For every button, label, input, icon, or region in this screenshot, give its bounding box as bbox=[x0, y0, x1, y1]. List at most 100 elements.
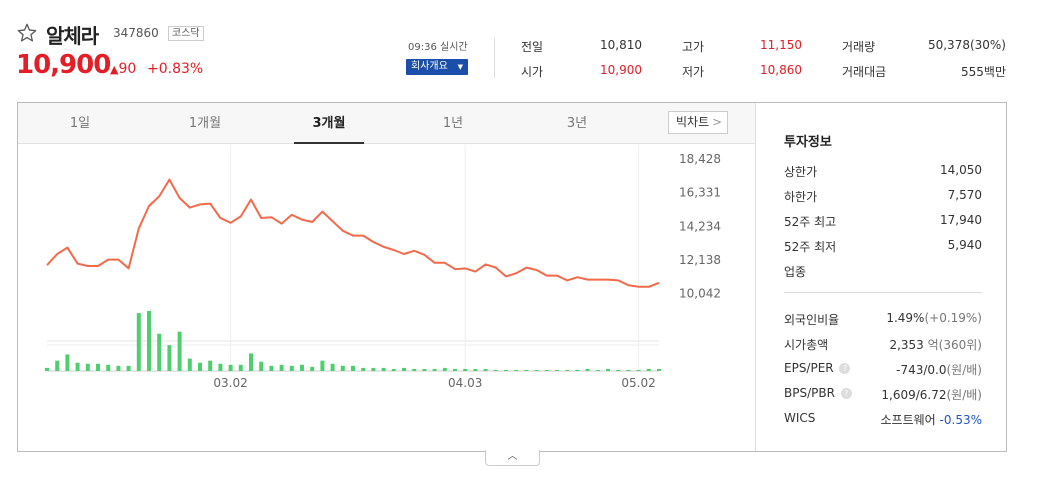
wics-value: 소프트웨어 -0.53% bbox=[881, 411, 982, 428]
prev-close-value: 10,810 bbox=[600, 38, 642, 52]
tab-1y[interactable]: 1년 bbox=[442, 116, 464, 131]
market-cap-number: 2,353 bbox=[889, 338, 924, 352]
chevron-up-icon: ︿ bbox=[507, 451, 518, 462]
header-divider bbox=[494, 38, 495, 78]
current-price: 10,900 bbox=[16, 50, 111, 80]
caret-down-icon: ▼ bbox=[457, 63, 463, 71]
bps-pbr-unit: (원/배) bbox=[946, 388, 983, 402]
collapse-toggle[interactable]: ︿ bbox=[485, 450, 540, 466]
help-icon[interactable]: ? bbox=[839, 363, 851, 374]
tab-1d[interactable]: 1일 bbox=[69, 116, 91, 131]
eps-per-value: -743/0.0(원/배) bbox=[896, 361, 982, 378]
volume-bar bbox=[371, 367, 376, 371]
stock-header: 알체라 347860 코스닥 10,900 ▲90 +0.83% 09:36 실… bbox=[16, 18, 1016, 88]
x-tick-label: 05.02 bbox=[621, 376, 655, 390]
volume-bar bbox=[310, 366, 315, 371]
volume-bar bbox=[595, 369, 600, 371]
volume-bar bbox=[106, 364, 111, 371]
y-tick-label: 14,234 bbox=[679, 219, 721, 233]
volume-bar bbox=[657, 368, 661, 371]
y-tick-label: 10,042 bbox=[679, 286, 721, 300]
volume-bar bbox=[402, 367, 406, 371]
star-outline-icon[interactable] bbox=[16, 22, 38, 44]
volume-bar bbox=[575, 369, 580, 371]
eps-per-label: EPS/PER ? bbox=[784, 361, 851, 375]
wics-sector[interactable]: 소프트웨어 bbox=[880, 413, 936, 427]
bigchart-label: 빅차트 bbox=[676, 115, 710, 129]
help-icon[interactable]: ? bbox=[840, 388, 852, 399]
volume-bar bbox=[55, 360, 60, 371]
realtime-timestamp: 09:36 실시간 bbox=[408, 42, 468, 53]
volume-bar bbox=[75, 362, 80, 371]
volume-bar bbox=[147, 311, 151, 371]
info-divider bbox=[784, 292, 982, 293]
volume-bar bbox=[381, 367, 386, 371]
volume-bar bbox=[45, 367, 49, 371]
volume-bar bbox=[514, 369, 519, 371]
foreign-ratio-number: 1.49% bbox=[886, 311, 925, 325]
tab-1m[interactable]: 1개월 bbox=[188, 116, 222, 131]
volume-bar bbox=[249, 353, 253, 371]
volume-bar bbox=[646, 368, 651, 371]
volume-bar bbox=[269, 365, 274, 371]
y-tick-label: 16,331 bbox=[679, 186, 721, 200]
volume-bar bbox=[65, 354, 70, 371]
up-arrow-icon: ▲ bbox=[110, 63, 119, 76]
week52-low-label: 52주 최저 bbox=[784, 240, 837, 254]
foreign-ratio-value: 1.49%(+0.19%) bbox=[886, 311, 982, 325]
prev-close-label: 전일 bbox=[521, 40, 544, 54]
tab-3y[interactable]: 3년 bbox=[566, 116, 588, 131]
volume-bar bbox=[432, 368, 437, 371]
volume-bar bbox=[361, 367, 366, 371]
y-tick-label: 12,138 bbox=[679, 253, 721, 267]
bigchart-button[interactable]: 빅차트 > bbox=[668, 111, 728, 134]
volume-bar bbox=[136, 313, 141, 371]
volume-bar bbox=[85, 363, 90, 371]
volume-bar bbox=[259, 361, 264, 371]
volume-value: 50,378(30%) bbox=[927, 38, 1006, 52]
chart-area: 1일 1개월 3개월 1년 3년 빅차트 > 03.02 04.03 05.02 18… bbox=[18, 103, 755, 451]
volume-bar bbox=[453, 368, 457, 371]
chevron-right-icon: > bbox=[711, 115, 722, 129]
investment-info-panel: 투자정보 상한가 14,050 하한가 7,570 52주 최고 17,940 … bbox=[755, 103, 1006, 451]
volume-bar bbox=[340, 365, 345, 371]
industry-label: 업종 bbox=[784, 265, 807, 279]
eps-per-unit: (원/배) bbox=[946, 363, 983, 377]
volume-bar bbox=[320, 360, 325, 371]
high-value: 11,150 bbox=[760, 38, 802, 52]
stock-code: 347860 bbox=[113, 26, 159, 40]
market-cap-label: 시가총액 bbox=[784, 338, 829, 352]
company-overview-button[interactable]: 회사개요 ▼ bbox=[406, 59, 468, 75]
volume-bar bbox=[157, 333, 162, 371]
x-tick-label: 03.02 bbox=[213, 376, 247, 390]
market-badge: 코스닥 bbox=[168, 26, 204, 41]
volume-bar bbox=[126, 365, 131, 371]
volume-bar bbox=[493, 369, 498, 371]
price-change-value: 90 bbox=[118, 61, 137, 77]
y-tick-label: 18,428 bbox=[679, 152, 721, 166]
volume-bar bbox=[279, 364, 284, 371]
tab-3m[interactable]: 3개월 bbox=[294, 103, 364, 144]
volume-bar bbox=[483, 368, 488, 371]
chart-panel: 1일 1개월 3개월 1년 3년 빅차트 > 03.02 04.03 05.02 18… bbox=[17, 102, 1007, 452]
week52-high-label: 52주 최고 bbox=[784, 215, 837, 229]
volume-label: 거래량 bbox=[842, 40, 876, 54]
wics-change: -0.53% bbox=[939, 413, 982, 427]
price-chart[interactable]: 03.02 04.03 05.02 18,428 16,331 14,234 12,138 1… bbox=[18, 145, 755, 451]
bps-pbr-label: BPS/PBR ? bbox=[784, 386, 852, 400]
volume-bar bbox=[187, 358, 192, 371]
week52-high-value: 17,940 bbox=[940, 213, 982, 227]
open-value: 10,900 bbox=[600, 63, 642, 77]
volume-bar bbox=[412, 368, 417, 371]
eps-per-number: -743/0.0 bbox=[896, 363, 947, 377]
investment-info-title: 투자정보 bbox=[784, 135, 832, 150]
volume-bar bbox=[116, 365, 121, 371]
week52-low-value: 5,940 bbox=[947, 238, 982, 252]
price-change: ▲90 bbox=[110, 61, 136, 77]
volume-bar bbox=[300, 364, 304, 371]
volume-bar bbox=[391, 368, 396, 371]
volume-bar bbox=[544, 369, 549, 371]
volume-bar bbox=[289, 365, 294, 371]
volume-bar bbox=[330, 363, 335, 371]
volume-bar bbox=[606, 368, 610, 371]
